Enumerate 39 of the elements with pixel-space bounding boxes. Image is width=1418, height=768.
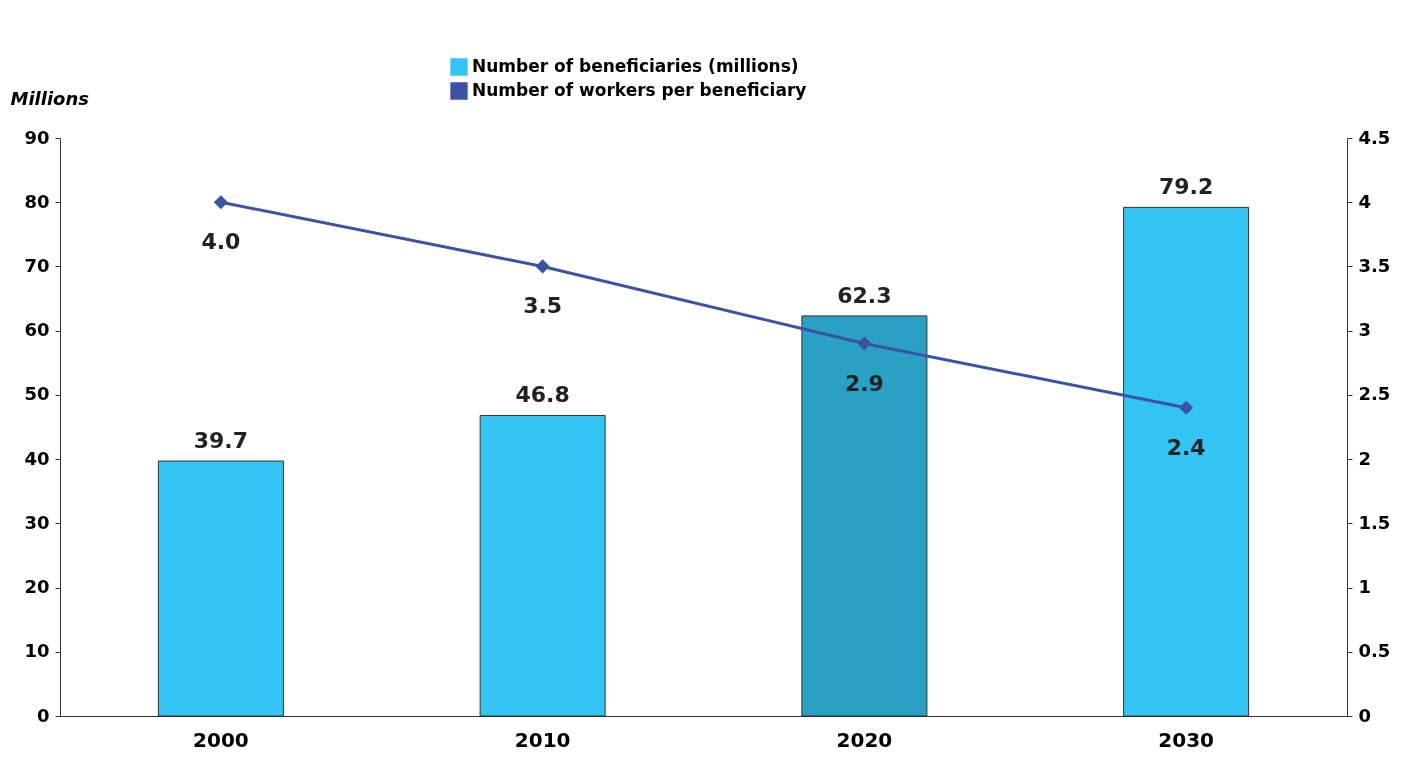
data-label: 4.0: [201, 229, 241, 255]
data-label: 46.8: [515, 382, 570, 408]
data-label: 79.2: [1158, 174, 1214, 200]
y-tick-label: 10: [24, 640, 50, 662]
x-tick-label: 2000: [193, 727, 249, 752]
x-tick-label: 2010: [514, 727, 571, 752]
y2-tick-label: 0.5: [1358, 640, 1391, 662]
y-tick-label: 60: [24, 319, 50, 341]
y-tick-label: 40: [24, 447, 50, 469]
y2-tick-label: 0: [1358, 704, 1372, 726]
y2-tick-label: 3.5: [1358, 254, 1391, 276]
data-label: 2.9: [844, 370, 884, 396]
point: [1179, 400, 1194, 415]
point: [535, 259, 550, 274]
legend-label: Number of beneficiaries (millions): [472, 56, 799, 76]
y2-tick-label: 4: [1358, 190, 1372, 212]
y2-tick-label: 2.5: [1358, 383, 1391, 405]
legend-label: Number of workers per beneficiary: [472, 80, 807, 100]
point: [857, 336, 872, 351]
y-tick-label: 20: [24, 576, 50, 598]
y-tick-label: 90: [24, 126, 50, 148]
data-label: 39.7: [193, 428, 249, 454]
data-label: 3.5: [523, 293, 563, 319]
y-tick-label: 70: [24, 254, 50, 276]
y-tick-label: 80: [24, 190, 50, 212]
y-tick-label: 50: [24, 383, 50, 405]
x-tick-label: 2020: [836, 727, 893, 752]
y2-tick-label: 1.5: [1358, 511, 1391, 533]
y-tick-label: 30: [24, 511, 50, 533]
y2-tick-label: 1: [1358, 576, 1372, 598]
data-label: 62.3: [837, 282, 892, 308]
y-tick-label: 0: [36, 704, 50, 726]
y2-tick-label: 3: [1358, 319, 1372, 341]
point: [213, 195, 228, 210]
data-label: 2.4: [1166, 434, 1206, 460]
x-tick-label: 2030: [1158, 727, 1214, 752]
y2-tick-label: 2: [1358, 447, 1372, 469]
y2-tick-label: 4.5: [1358, 126, 1391, 148]
y-axis-title: Millions: [10, 87, 90, 109]
